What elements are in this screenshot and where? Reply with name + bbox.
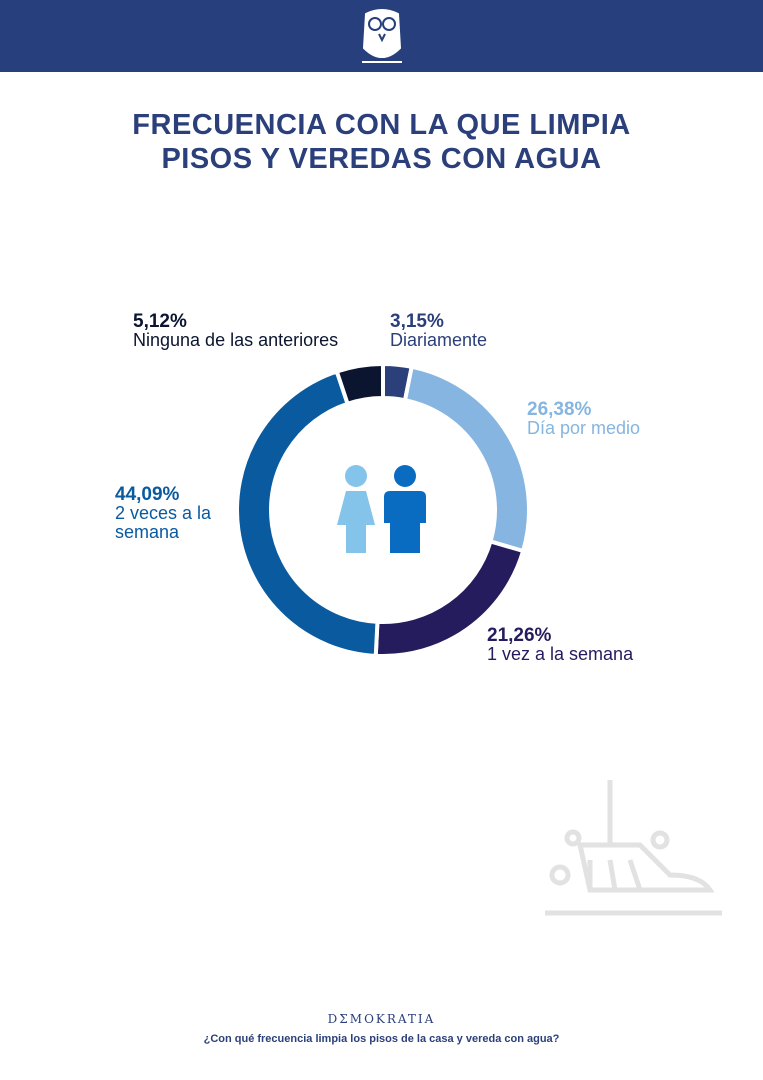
segment-label: 5,12% Ninguna de las anteriores (133, 312, 393, 350)
value-label: 5,12% (133, 311, 187, 332)
category-label: 1 vez a la semana (487, 644, 634, 664)
value-label: 44,09% (115, 484, 180, 505)
value-label: 26,38% (527, 399, 592, 420)
donut-segment (402, 364, 531, 554)
donut (235, 361, 531, 658)
category-label: Día por medio (527, 418, 641, 438)
donut-segment (235, 368, 380, 658)
segment-label: 44,09% 2 veces a la semana (115, 485, 240, 542)
donut-segment (334, 361, 385, 407)
people-icon (337, 465, 426, 553)
broom-icon (545, 780, 722, 916)
segment-label: 21,26% 1 vez a la semana (487, 626, 667, 664)
value-label: 21,26% (487, 625, 552, 646)
owl-logo (362, 9, 402, 63)
question: ¿Con qué frecuencia limpia los pisos de … (203, 1033, 560, 1045)
segment-label: 26,38% Día por medio (527, 400, 687, 438)
category-label: Ninguna de las anteriores (133, 330, 339, 350)
segment-label: 3,15% Diariamente (390, 312, 550, 350)
category-label: Diariamente (390, 330, 488, 350)
chart-title: FRECUENCIA CON LA QUE LIMPIA PISOS Y VER… (132, 109, 631, 175)
category-label: 2 veces a la semana (115, 503, 212, 542)
brand: DΣMOKRATIA (327, 1012, 436, 1026)
value-label: 3,15% (390, 311, 444, 332)
